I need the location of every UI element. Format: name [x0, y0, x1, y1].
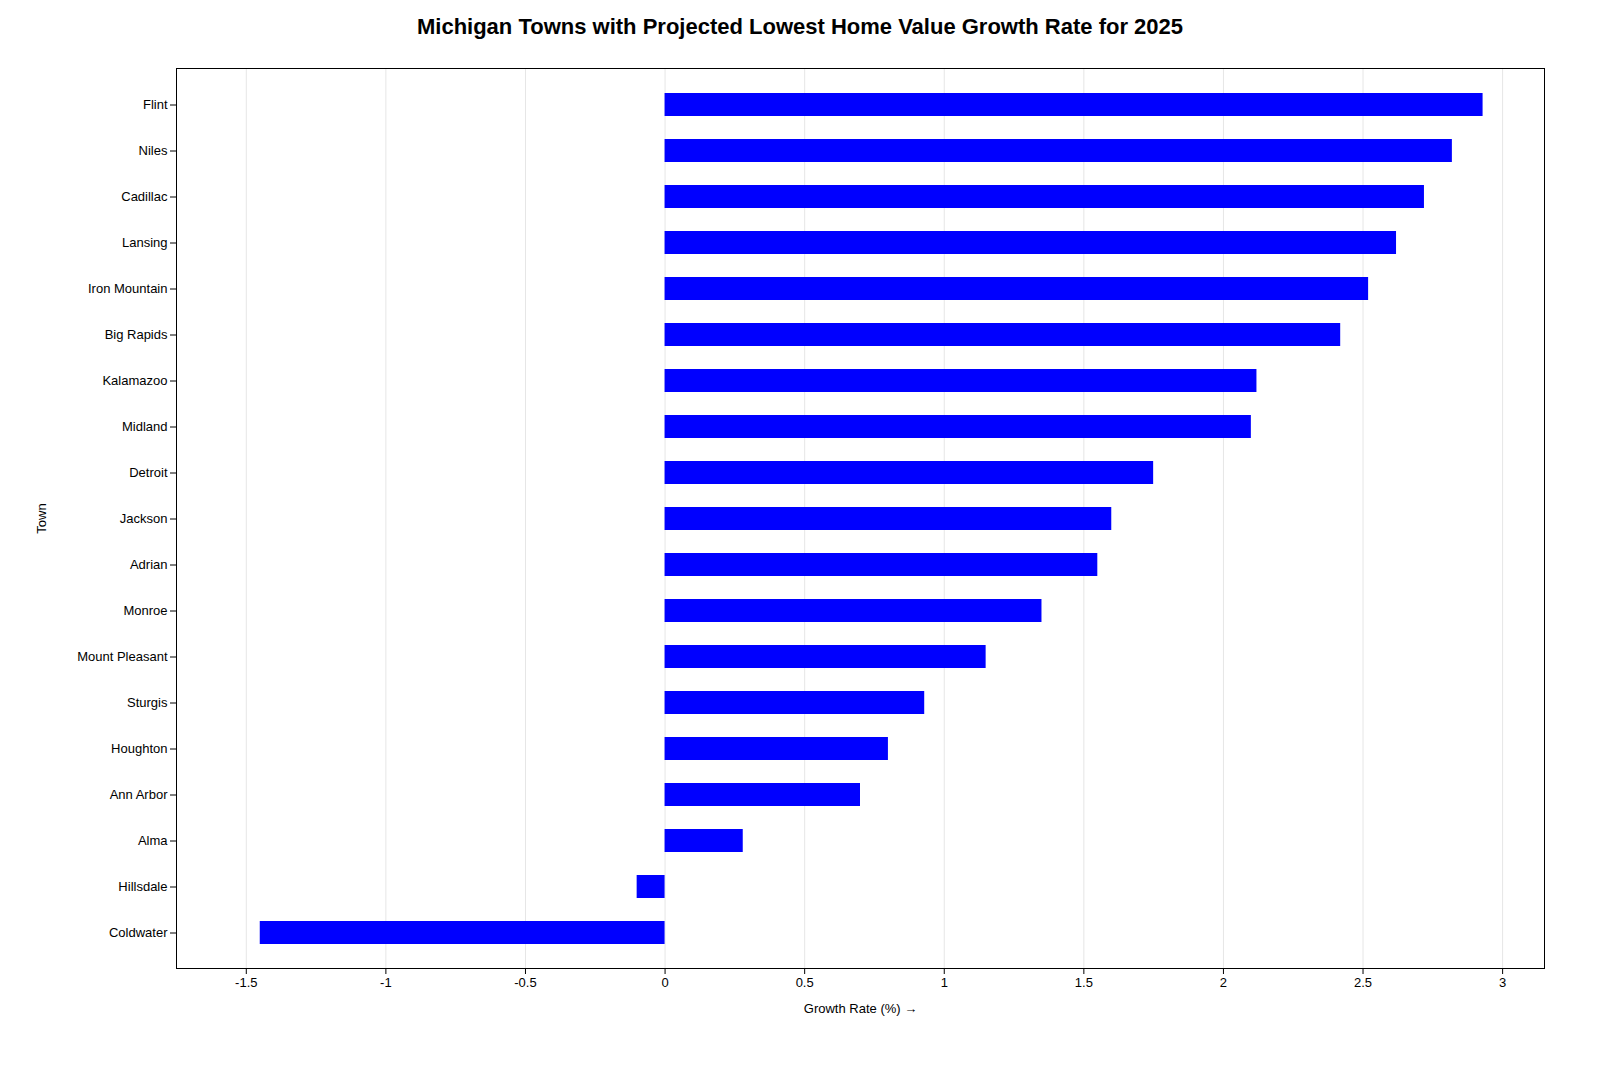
svg-text:Alma: Alma — [138, 833, 168, 848]
svg-text:1: 1 — [941, 975, 948, 990]
svg-text:1.5: 1.5 — [1075, 975, 1093, 990]
html-text:Michigan Towns with Projected: Michigan Towns with Projected Lowest Hom… — [417, 14, 1183, 39]
svg-text:Mount Pleasant: Mount Pleasant — [77, 649, 168, 664]
svg-text:Lansing: Lansing — [122, 235, 168, 250]
svg-text:3: 3 — [1499, 975, 1506, 990]
svg-text:Sturgis: Sturgis — [127, 695, 168, 710]
svg-text:Jackson: Jackson — [120, 511, 168, 526]
svg-text:Ann Arbor: Ann Arbor — [110, 787, 168, 802]
svg-text:Coldwater: Coldwater — [109, 925, 168, 940]
svg-text:Iron Mountain: Iron Mountain — [88, 281, 168, 296]
svg-text:2: 2 — [1220, 975, 1227, 990]
svg-text:Niles: Niles — [139, 143, 168, 158]
svg-text:Cadillac: Cadillac — [121, 189, 168, 204]
svg-text:0: 0 — [661, 975, 668, 990]
svg-text:Kalamazoo: Kalamazoo — [102, 373, 167, 388]
svg-text:Adrian: Adrian — [130, 557, 168, 572]
svg-text:2.5: 2.5 — [1354, 975, 1372, 990]
svg-text:Town: Town — [34, 503, 49, 533]
svg-text:Big Rapids: Big Rapids — [105, 327, 168, 342]
svg-text:-1: -1 — [380, 975, 392, 990]
svg-text:-1.5: -1.5 — [235, 975, 257, 990]
svg-text:0.5: 0.5 — [796, 975, 814, 990]
svg-text:Hillsdale: Hillsdale — [118, 879, 167, 894]
svg-text:-0.5: -0.5 — [514, 975, 536, 990]
svg-text:Midland: Midland — [122, 419, 168, 434]
svg-text:Detroit: Detroit — [129, 465, 168, 480]
svg-text:Monroe: Monroe — [123, 603, 167, 618]
svg-text:Houghton: Houghton — [111, 741, 167, 756]
svg-text:Flint: Flint — [143, 97, 168, 112]
svg-text:Growth Rate (%) →: Growth Rate (%) → — [804, 1001, 917, 1016]
